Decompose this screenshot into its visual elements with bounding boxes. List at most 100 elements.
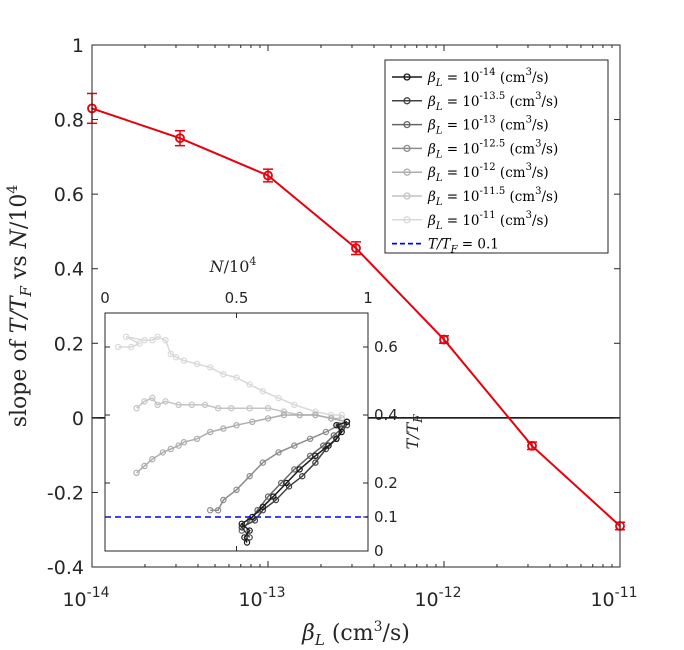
inset-data-point (206, 364, 214, 371)
inset-data-point (312, 452, 319, 459)
y-tick-label: -0.2 (47, 482, 84, 504)
legend-entry-label: βL = 10-11 (cm3/s) (427, 210, 549, 232)
inset-data-point (343, 422, 351, 429)
inset-data-point (333, 422, 340, 429)
inset-data-point (246, 405, 253, 412)
main-axes-frame (91, 44, 621, 568)
legend-entry-label: βL = 10-14 (cm3/s) (427, 67, 549, 89)
inset-data-point (264, 415, 272, 422)
x-tick-label: 10-13 (238, 585, 285, 611)
inset-data-point (114, 343, 122, 351)
inset-data-point (206, 428, 214, 436)
inset-data-point (149, 394, 156, 402)
legend-swatch-marker (403, 120, 411, 129)
inset-data-point (167, 445, 174, 453)
x-tick-label: 10-11 (590, 585, 637, 611)
inset-data-point (135, 340, 143, 347)
y-tick-label: -0.4 (47, 557, 84, 579)
inset-y-tick-label: 0.6 (374, 338, 398, 356)
inset-data-point (233, 374, 240, 381)
y-tick-label: 0.4 (54, 259, 84, 281)
x-tick-label: 10-14 (62, 585, 109, 611)
inset-data-point (220, 371, 227, 378)
inset-data-point (312, 459, 319, 466)
main-y-axis-label: slope of T/TF vs N/104 (5, 185, 35, 428)
inset-data-point (291, 401, 298, 408)
inset-data-point (133, 469, 140, 476)
inset-x-axis-label: N/104 (209, 255, 257, 276)
inset-data-point (201, 401, 209, 408)
data-point (439, 334, 449, 345)
legend-entry-label: βL = 10-13 (cm3/s) (427, 115, 549, 137)
inset-data-point (133, 405, 140, 412)
y-tick-label: 0.2 (54, 333, 84, 355)
data-point (527, 440, 537, 451)
inset-data-point (162, 398, 169, 405)
inset-data-point (175, 442, 182, 449)
x-tick-label: 10-12 (414, 585, 461, 611)
inset-series-line (118, 335, 342, 416)
inset-data-point (241, 534, 248, 541)
inset-data-point (141, 462, 148, 470)
data-point (351, 243, 361, 254)
inset-data-point (246, 527, 253, 534)
inset-data-point (128, 343, 135, 351)
inset-y-axis-label: T/TF (403, 414, 425, 450)
inset-data-point (338, 411, 345, 419)
inset-data-point (154, 401, 161, 408)
inset-data-point (283, 479, 290, 487)
legend-box (384, 59, 609, 254)
data-point (175, 133, 185, 144)
legend-swatch-marker (403, 192, 411, 200)
inset-data-point (259, 459, 266, 466)
inset-data-point (167, 350, 174, 357)
inset-data-point (291, 442, 298, 449)
inset-data-point (188, 401, 195, 408)
inset-data-point (322, 428, 330, 436)
inset-data-point (333, 435, 340, 442)
inset-data-point (141, 398, 148, 405)
inset-data-point (214, 405, 222, 412)
inset-data-point (246, 381, 253, 388)
inset-data-point (154, 333, 161, 340)
inset-data-point (249, 418, 256, 425)
inset-y-ticks: 0 0.1 0.2 0.4 0.6 (105, 338, 398, 560)
legend-entry-label: βL = 10-12.5 (cm3/s) (427, 138, 558, 160)
inset-y-tick-label: 0.4 (374, 406, 398, 424)
legend-entry-label: βL = 10-11.5 (cm3/s) (427, 186, 558, 208)
legend-swatch-marker (403, 144, 411, 153)
inset-data-point (249, 513, 256, 521)
inset-data-point (338, 428, 345, 436)
inset-data-point (296, 411, 303, 419)
inset-data-point (280, 411, 288, 419)
y-tick-label: 0.8 (54, 110, 84, 132)
legend-swatch-marker (403, 216, 411, 224)
inset-x-tick-label: 0 (100, 289, 110, 307)
legend: βL = 10-14 (cm3/s)βL = 10-13.5 (cm3/s)βL… (384, 59, 609, 256)
legend-entry-label: T/TF = 0.1 (428, 237, 499, 256)
inset-data-point (259, 503, 266, 510)
inset-data-point (175, 401, 182, 408)
inset-data-point (214, 507, 222, 514)
inset-data-point (193, 360, 201, 368)
inset-data-point (220, 496, 227, 504)
inset-data-point (327, 411, 335, 419)
inset-x-ticks: 0 0.5 1 (100, 289, 373, 551)
inset-data-point (233, 486, 240, 493)
legend-entry-label: βL = 10-12 (cm3/s) (427, 162, 549, 184)
inset-x-tick-label: 0.5 (225, 289, 249, 307)
legend-entry-label: βL = 10-13.5 (cm3/s) (427, 91, 558, 113)
inset-data-point (180, 357, 188, 364)
inset-x-tick-label: 1 (363, 289, 373, 307)
inset-data-point (275, 449, 282, 456)
inset-data-point (296, 466, 303, 473)
inset-data-point (246, 473, 253, 480)
inset-data-point (141, 337, 148, 344)
inset-data-point (312, 411, 319, 419)
inset-data-point (228, 405, 235, 412)
y-tick-label: 0 (72, 408, 84, 430)
inset-y-tick-label: 0.2 (374, 474, 398, 492)
inset-data-point (243, 539, 251, 546)
inset-data-point (162, 337, 169, 344)
